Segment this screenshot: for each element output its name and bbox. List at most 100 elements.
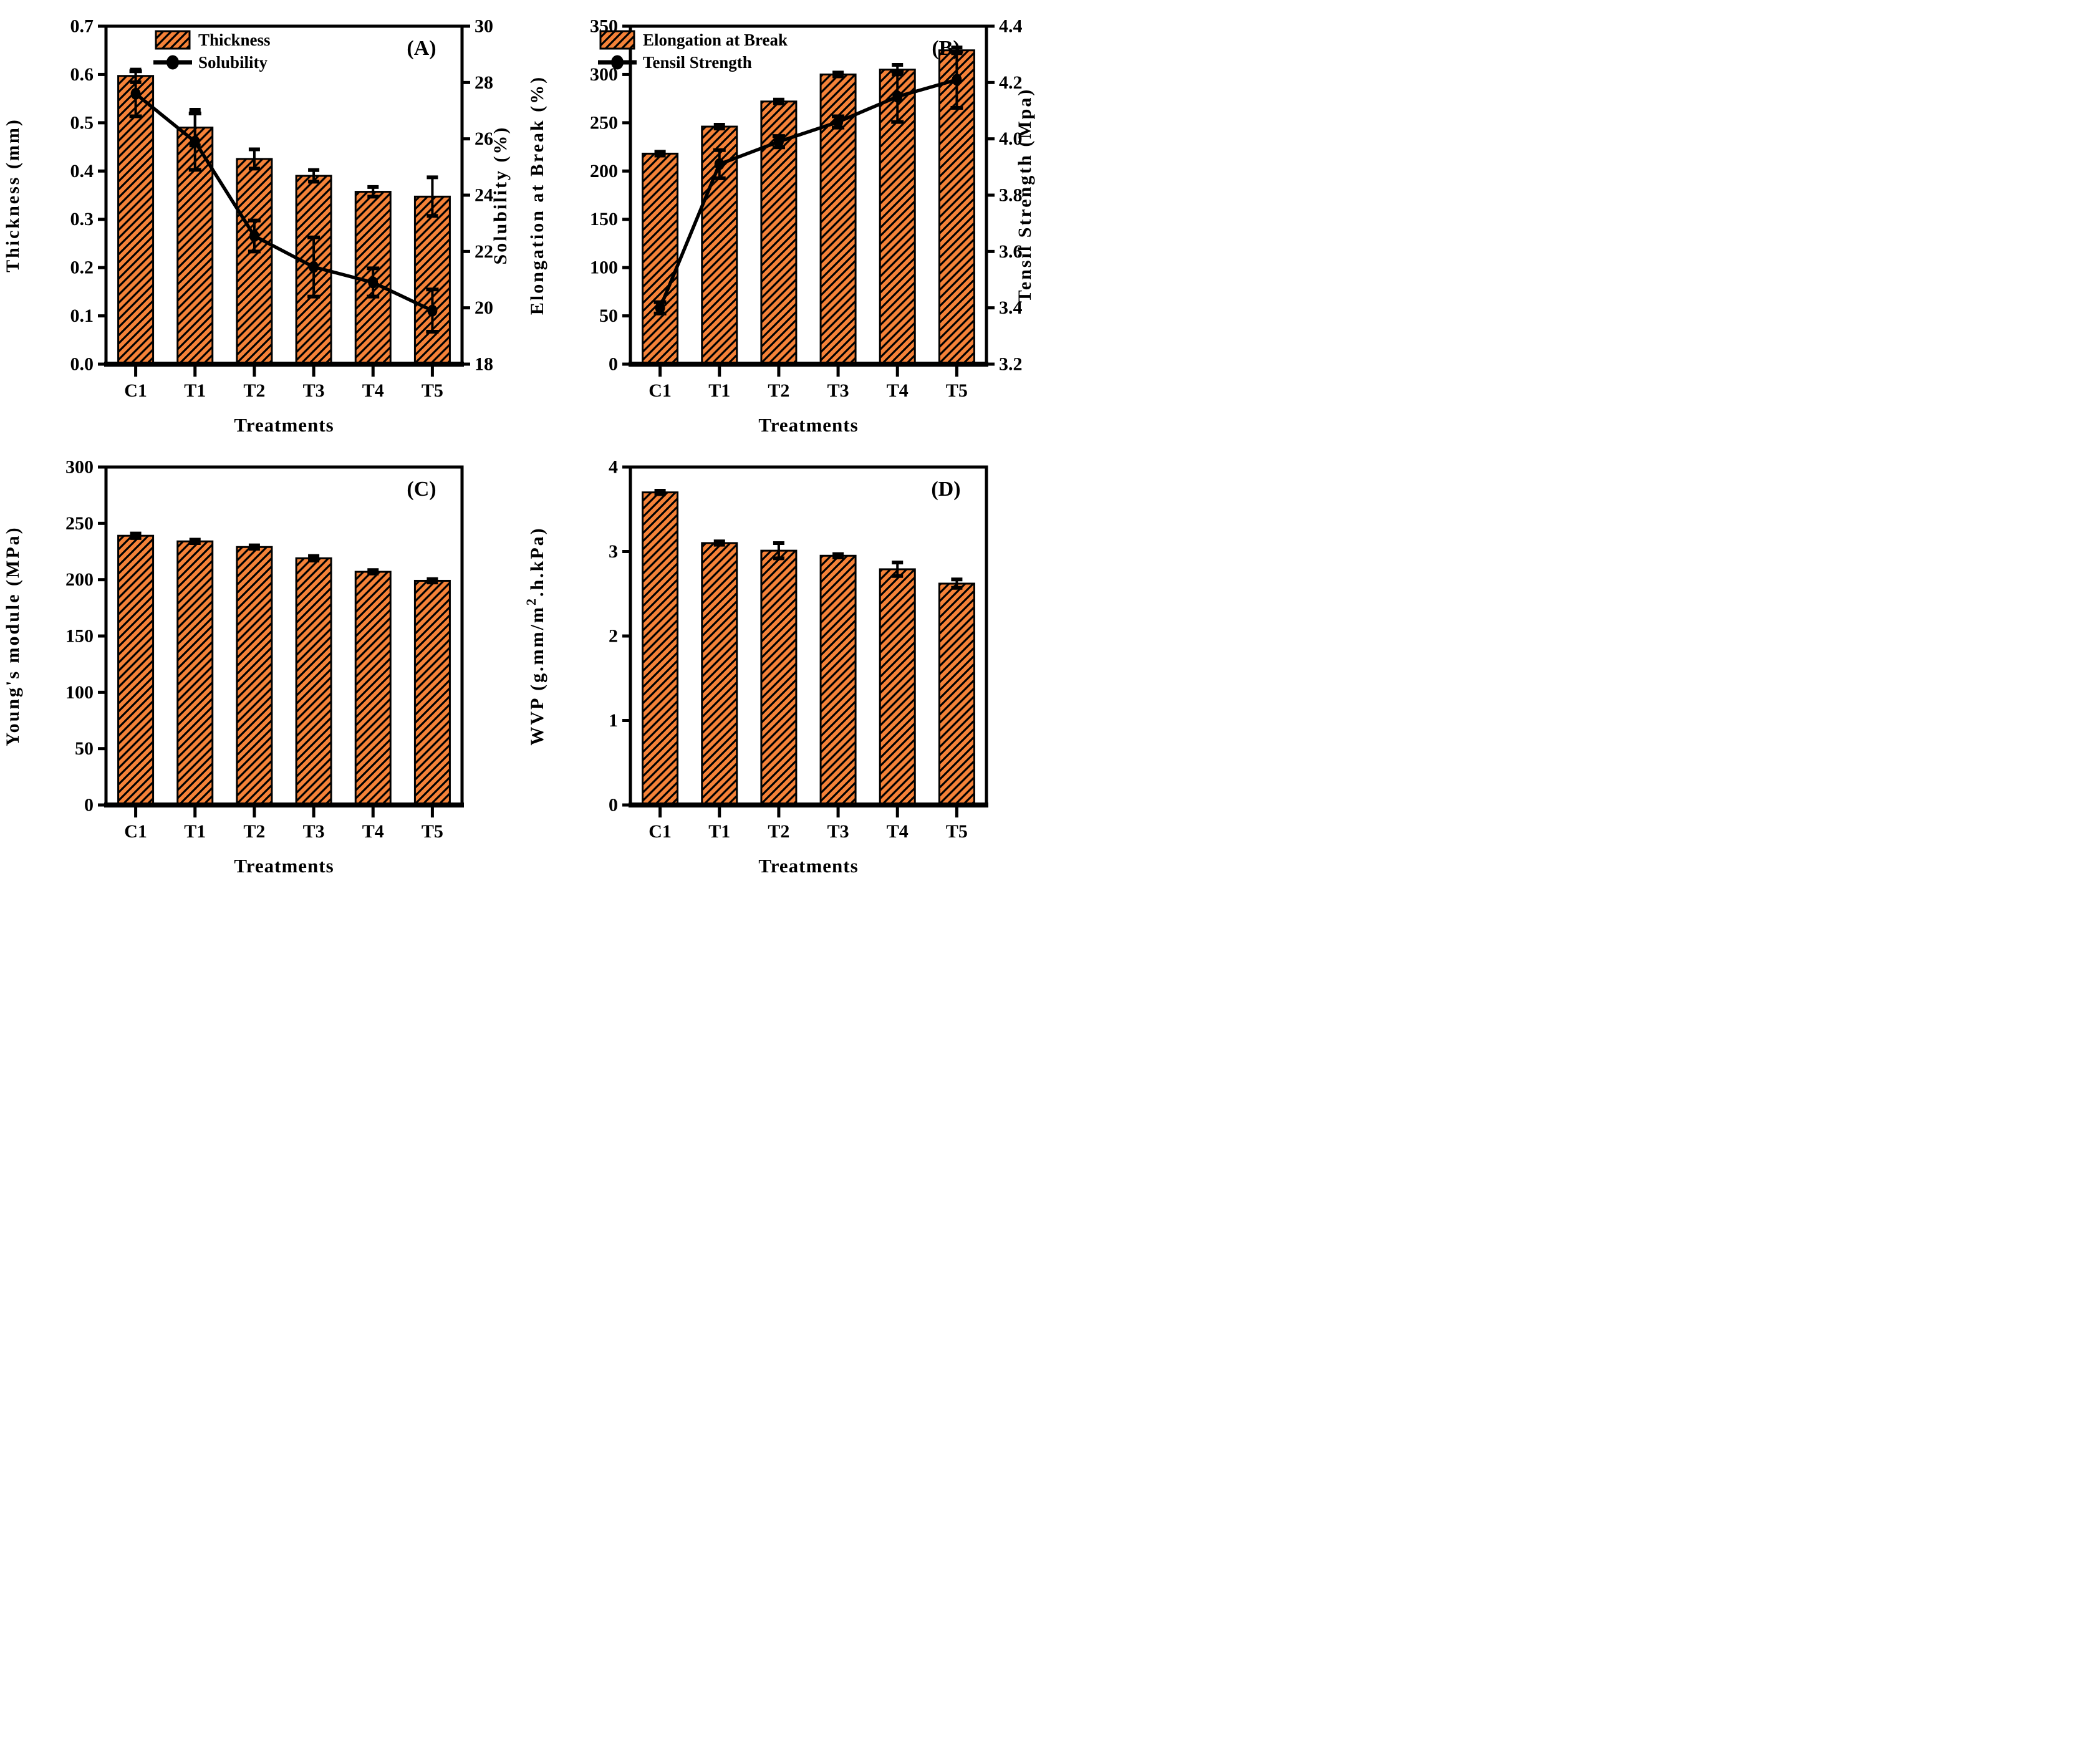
plot-border	[629, 465, 988, 807]
chart-panel-a: 0.0 0.1 0.2 0.3 0.4 0.5 0.6 0.7 18 20 22 24 26 28 30 C1…	[2, 16, 511, 436]
bar-C1	[117, 534, 155, 806]
bar-series-WVP	[642, 488, 975, 806]
chart-panel-c: 0 50 100 150 200 250 300 C1 T1 T2 T3 T4 T5 Treatments…	[2, 457, 464, 877]
y-right-tick-label: 4.2	[999, 72, 1023, 93]
y-right-tick-label: 4.0	[999, 128, 1023, 149]
x-tick-label-T2: T2	[768, 821, 789, 842]
x-tick-label-T4: T4	[887, 821, 909, 842]
bar-T1	[701, 542, 738, 806]
panel-a: 0.0 0.1 0.2 0.3 0.4 0.5 0.6 0.7 18 20 22 24 26 28 30 C1…	[0, 0, 524, 441]
point-T2	[249, 229, 259, 242]
bar-series-Young's module	[117, 531, 451, 806]
y-left-tick-label: 0.1	[70, 306, 94, 326]
x-axis-label: Treatments	[234, 855, 334, 877]
x-tick-label-C1: C1	[124, 821, 147, 842]
axes: 0 50 100 150 200 250 300 C1 T1 T2 T3 T4 T5	[65, 457, 464, 842]
y-left-tick-label: 0.5	[70, 112, 94, 133]
y-left-tick-label: 250	[65, 513, 94, 534]
y-left-tick-label: 150	[590, 209, 618, 229]
bar-T3	[295, 557, 332, 806]
y-right-tick-label: 20	[475, 297, 493, 318]
bar-T5	[413, 579, 451, 806]
chart-panel-d: 0 1 2 3 4 C1 T1 T2 T3 T4 T5 Treatments WVP (g.mm/m2.…	[524, 457, 988, 877]
y-right-tick-label: 30	[475, 16, 493, 37]
panel-letter: (D)	[931, 478, 960, 501]
point-T5	[952, 74, 962, 86]
x-axis-label: Treatments	[758, 855, 858, 877]
panel-d: 0 1 2 3 4 C1 T1 T2 T3 T4 T5 Treatments WVP (g.mm/m2.…	[524, 441, 1049, 882]
figure: 0.0 0.1 0.2 0.3 0.4 0.5 0.6 0.7 18 20 22 24 26 28 30 C1…	[0, 0, 1049, 882]
y-right-tick-label: 4.4	[999, 16, 1023, 37]
y-left-tick-label: 0	[609, 795, 618, 816]
legend-bar-label: Thickness	[198, 31, 271, 49]
y-left-tick-label: 100	[590, 258, 618, 278]
line-Solubility	[134, 92, 433, 312]
panel-letter: (A)	[407, 37, 436, 60]
point-T2	[773, 135, 784, 148]
y-left-tick-label: 0.4	[70, 161, 94, 181]
y-right-tick-label: 3.4	[999, 297, 1023, 318]
x-tick-label-T1: T1	[708, 380, 730, 401]
point-T3	[309, 261, 319, 273]
legend-bar-label: Elongation at Break	[643, 31, 788, 49]
y-right-tick-label: 26	[475, 128, 493, 149]
panel-c: 0 50 100 150 200 250 300 C1 T1 T2 T3 T4 T5 Treatments…	[0, 441, 524, 882]
bar-T5	[938, 582, 975, 806]
x-tick-label-T3: T3	[303, 380, 325, 401]
x-tick-label-T5: T5	[946, 821, 968, 842]
x-tick-label-T2: T2	[243, 821, 265, 842]
panel-letter: (B)	[932, 37, 960, 60]
x-tick-label-T5: T5	[422, 380, 443, 401]
legend-bar-swatch	[155, 30, 191, 50]
bar-series-Thickness	[117, 67, 451, 365]
x-tick-label-T1: T1	[184, 821, 206, 842]
x-axis-label: Treatments	[234, 414, 334, 436]
bar-C1	[642, 152, 679, 365]
y-left-tick-label: 4	[609, 457, 618, 478]
plot-border	[629, 24, 988, 366]
x-tick-label-T3: T3	[303, 821, 325, 842]
y-left-tick-label: 0.6	[70, 64, 94, 85]
y-left-axis-label: Elongation at Break (%)	[527, 75, 547, 315]
point-T5	[427, 304, 438, 317]
legend-line-marker	[611, 55, 624, 70]
x-tick-label-T5: T5	[422, 821, 443, 842]
bar-T2	[236, 158, 273, 365]
axes: 0.0 0.1 0.2 0.3 0.4 0.5 0.6 0.7 18 20 22 24 26 28 30 C1…	[70, 16, 494, 402]
x-tick-label-T2: T2	[768, 380, 789, 401]
y-left-tick-label: 150	[65, 626, 94, 647]
bar-T2	[236, 546, 273, 806]
x-tick-label-T1: T1	[708, 821, 730, 842]
y-right-axis-label: Solubility (%)	[490, 126, 511, 265]
y-right-tick-label: 24	[475, 185, 493, 206]
x-tick-label-T1: T1	[184, 380, 206, 401]
plot-border	[104, 24, 464, 366]
y-left-tick-label: 250	[590, 112, 618, 133]
line-Tensil Strength	[658, 78, 958, 309]
y-left-tick-label: 200	[590, 161, 618, 181]
line-series-Tensil Strength	[653, 49, 963, 316]
y-right-tick-label: 3.6	[999, 241, 1023, 262]
bar-C1	[117, 75, 155, 365]
bar-series-Elongation at Break	[642, 46, 975, 365]
y-left-tick-label: 200	[65, 569, 94, 590]
legend-line-label: Solubility	[198, 53, 268, 72]
y-left-tick-label: 50	[75, 738, 94, 759]
point-T3	[833, 116, 844, 128]
legend: Thickness Solubility	[153, 30, 271, 72]
y-left-tick-label: 2	[609, 626, 618, 647]
y-left-axis-label: Thickness (mm)	[2, 118, 23, 272]
panel-b: 0 50 100 150 200 250 300 350 3.2 3.4 3.6 3.8 4.0 4.2 4…	[524, 0, 1049, 441]
y-left-tick-label: 300	[65, 457, 94, 478]
point-C1	[655, 302, 665, 314]
y-left-tick-label: 1	[609, 710, 618, 731]
legend-line-label: Tensil Strength	[643, 53, 752, 72]
y-left-axis-label: Young's module (MPa)	[2, 526, 23, 746]
legend-bar-swatch	[599, 30, 635, 50]
panel-letter: (C)	[407, 478, 436, 501]
y-right-tick-label: 18	[475, 354, 493, 375]
x-axis-label: Treatments	[758, 414, 858, 436]
y-right-axis-label: Tensil Strength (Mpa)	[1015, 88, 1035, 303]
y-left-tick-label: 0.3	[70, 209, 94, 229]
y-left-tick-label: 0	[84, 795, 94, 816]
